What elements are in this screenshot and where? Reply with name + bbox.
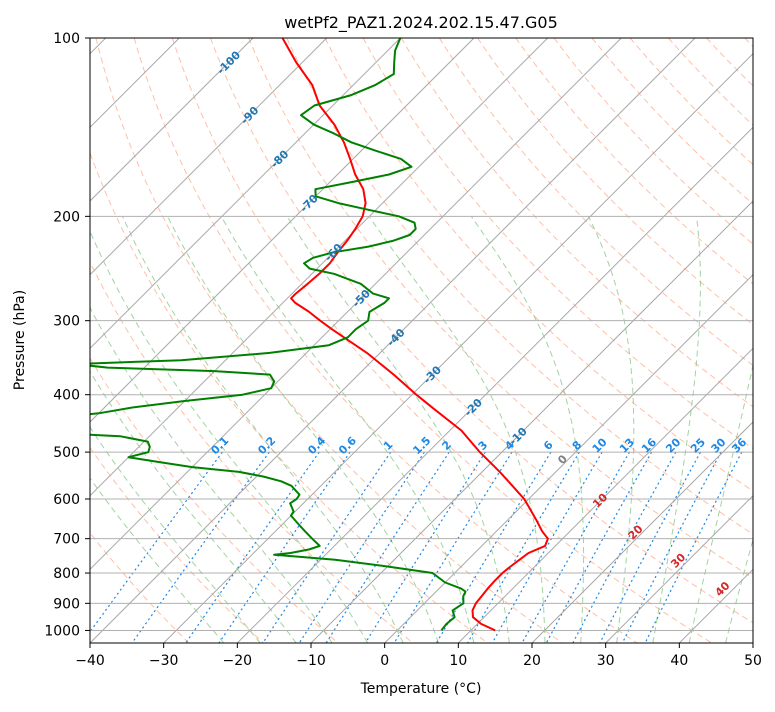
x-tick-label: −40	[75, 653, 105, 669]
y-tick-label: 100	[53, 31, 80, 47]
x-tick-label: −10	[296, 653, 326, 669]
mixing-ratio-label: 1.5	[410, 434, 433, 457]
dry-adiabat-line	[0, 38, 189, 643]
y-tick-label: 900	[53, 596, 80, 612]
dry-adiabat-line	[58, 38, 488, 643]
mixing-ratio-line	[546, 452, 651, 643]
y-tick-label: 300	[53, 314, 80, 330]
x-tick-label: −20	[223, 653, 253, 669]
theta-e-label: 30	[668, 550, 688, 570]
mixing-ratio-label: 6	[541, 438, 556, 453]
mixing-ratio-label: 0.2	[255, 434, 278, 457]
y-tick-label: 800	[53, 566, 80, 582]
theta-e-label: 40	[713, 579, 733, 599]
isotherm-label: -70	[298, 192, 321, 215]
mixing-ratio-label: 8	[570, 438, 585, 453]
mixing-ratio-line	[573, 452, 676, 643]
isotherm-line	[679, 38, 775, 643]
pressure-grid	[90, 38, 753, 630]
x-tick-label: 40	[670, 653, 688, 669]
mixing-ratio-label: 25	[688, 436, 708, 456]
moist-adiabat-line	[689, 216, 775, 643]
temperature-profile-line	[283, 38, 548, 630]
moist-adiabat-line	[221, 216, 474, 643]
isotherm-label: -100	[215, 48, 244, 77]
mixing-ratio-line	[600, 452, 701, 643]
moist-adiabat-line	[471, 216, 583, 643]
mixing-ratio-line	[645, 452, 742, 643]
dry-adiabat-line	[439, 38, 775, 643]
dry-adiabat-line	[20, 38, 413, 643]
isotherm-line	[0, 38, 253, 643]
isotherm-line	[0, 38, 474, 643]
y-tick-label: 1000	[44, 623, 80, 639]
mixing-ratio-line	[468, 452, 580, 643]
y-axis-label: Pressure (hPa)	[12, 290, 28, 390]
isotherm-line	[0, 38, 327, 643]
mixing-ratio-line	[365, 452, 485, 643]
x-tick-label: 30	[597, 653, 615, 669]
mixing-ratio-label: 0.6	[336, 434, 359, 457]
x-axis-label: Temperature (°C)	[360, 681, 482, 697]
isotherm-label: -20	[462, 396, 485, 419]
moist-adiabat-line	[726, 216, 775, 643]
moist-adiabat-line	[588, 216, 633, 643]
x-tick-label: 10	[449, 653, 467, 669]
x-tick-label: 20	[523, 653, 541, 669]
y-tick-label: 400	[53, 388, 80, 404]
series-lines	[0, 38, 548, 630]
y-tick-label: 200	[53, 209, 80, 225]
chart-title: wetPf2_PAZ1.2024.202.15.47.G05	[284, 13, 558, 33]
y-tick-label: 600	[53, 492, 80, 508]
mixing-ratio-line	[299, 452, 424, 643]
x-axis: −40 −30 −20 −10 0 10 20 30 40 50	[75, 643, 762, 669]
mixing-ratio-label: 0.1	[208, 434, 231, 457]
y-tick-label: 700	[53, 532, 80, 548]
mixing-ratio-line	[326, 452, 449, 643]
y-axis: 100 200 300 400 500 600 700 800 900 1000	[44, 31, 90, 639]
x-tick-label: −30	[149, 653, 179, 669]
y-tick-label: 500	[53, 445, 80, 461]
mixing-ratio-label: 2	[439, 438, 454, 453]
dry-adiabat-line	[707, 38, 775, 643]
moist-adiabat-line	[653, 216, 701, 643]
dry-adiabat-line	[592, 38, 775, 643]
x-tick-label: 50	[744, 653, 762, 669]
dry-adiabat-line	[0, 38, 264, 643]
dry-adiabat-line	[478, 38, 775, 643]
moist-adiabat-line	[84, 216, 368, 643]
dry-adiabat-line	[668, 38, 775, 643]
moist-adiabats	[0, 216, 775, 643]
dry-adiabat-line	[172, 38, 711, 643]
dry-adiabat-line	[0, 38, 338, 643]
plot-frame	[90, 38, 753, 643]
mixing-ratio-label: 0.4	[305, 434, 328, 457]
isotherm-line	[532, 38, 775, 643]
isotherm-line	[237, 38, 775, 643]
isotherm-line	[753, 38, 775, 643]
isotherm-line	[458, 38, 775, 643]
moist-adiabat-line	[123, 216, 404, 643]
x-tick-label: 0	[380, 653, 389, 669]
dry-adiabat-line	[554, 38, 775, 643]
